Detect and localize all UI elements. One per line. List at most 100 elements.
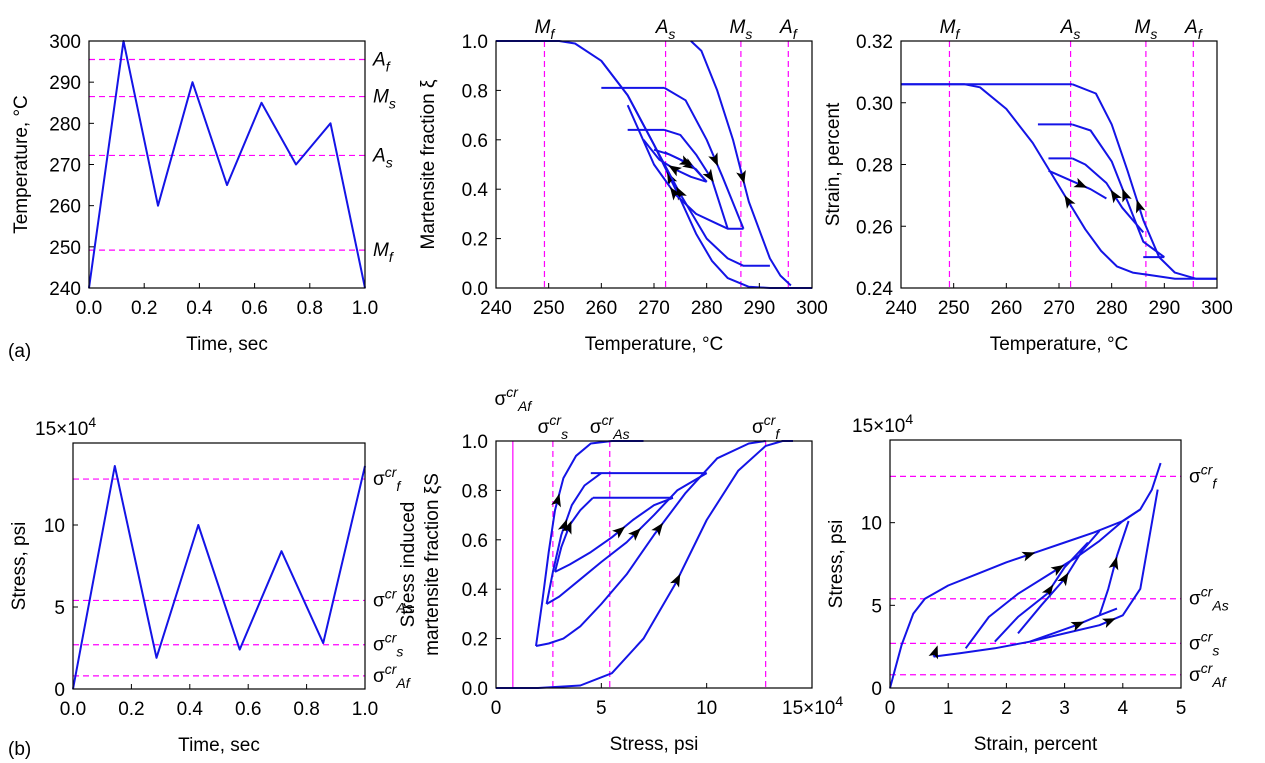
reference-line-label: σcrf [1189,461,1218,491]
x-tick-label: 0 [491,698,502,719]
reference-line-label: σcrf [752,412,781,442]
x-tick-label: 0.2 [118,699,144,720]
direction-arrow [1070,621,1085,632]
y-tick-label: 280 [49,114,81,135]
reference-line-label: σcrAf [1189,660,1228,690]
y-tick-label: 0 [54,680,65,701]
x-axis-label: Strain, percent [974,734,1098,755]
chart-a3: Mf As Ms Af 240 250 260 270 280 290 300 0.24 0.26 0.2… [823,17,1233,355]
reference-line-label: Af [1184,17,1204,42]
panel-label-a: (a) [8,341,31,362]
series-line [664,128,729,230]
y-tick-label: 240 [49,279,81,300]
x-tick-label: 290 [1148,298,1180,319]
direction-arrow [1057,572,1069,587]
y-tick-label: 0 [871,679,882,700]
reference-line-label: σcrAf [495,384,534,414]
y-tick-label: 5 [54,598,65,619]
x-tick-label: 300 [796,298,828,319]
series-line [546,472,708,605]
x-tick-label: 4 [1118,698,1129,719]
x-axis-label: Temperature, °C [585,334,724,355]
y-tick-label: 0.8 [462,481,488,502]
y-tick-label: 0.6 [462,131,488,152]
y-axis-label: Martensite fraction ξ [418,79,439,250]
y-tick-label: 0.30 [856,94,893,115]
series-line [663,87,745,230]
x-tick-label: 0 [885,698,896,719]
direction-arrow [651,522,664,537]
direction-arrow [1122,188,1132,203]
direction-arrow [1073,177,1088,188]
x-tick-label: 1.0 [352,699,378,720]
series-line [554,496,674,573]
x-tick-label: 0.4 [186,298,213,319]
axis-multiplier: 15×104 [782,693,843,719]
reference-line-label: Mf [373,240,395,265]
x-tick-label: 5 [1176,698,1187,719]
x-tick-label: 240 [885,298,917,319]
x-tick-label: 5 [596,698,607,719]
y-tick-label: 0.8 [462,81,488,102]
x-tick-label: 260 [990,298,1022,319]
x-tick-label: 0.8 [297,298,323,319]
x-tick-label: 280 [1096,298,1128,319]
direction-arrow [628,528,641,541]
series-line [535,440,766,647]
reference-line-label: Ms [1134,17,1157,42]
series-line [600,60,770,267]
x-tick-label: 1.0 [352,298,378,319]
y-tick-label: 1.0 [462,432,488,453]
x-axis-label: Stress, psi [610,734,699,755]
reference-line-label: Af [372,50,392,75]
reference-line-label: σcrAs [373,585,413,615]
reference-line-label: Ms [729,17,752,42]
y-tick-label: 0.24 [856,279,893,300]
reference-line-label: σcrs [538,412,568,442]
x-tick-label: 240 [480,298,512,319]
x-tick-label: 300 [1201,298,1233,319]
plot-frame [495,440,813,689]
chart-a1: Af Ms As Mf 0.0 0.2 0.4 0.6 0.8 1.0 240 250 260 270 28… [11,32,396,355]
y-tick-label: 0.28 [856,156,893,177]
reference-line-label: As [1060,17,1081,42]
y-axis-label: Stress, psi [9,522,30,611]
direction-arrow [678,155,693,166]
x-tick-label: 250 [938,298,970,319]
x-tick-label: 0.6 [235,699,261,720]
y-axis-label: Stress induced [398,502,419,628]
y-axis-label: martensite fraction ξS [422,473,443,656]
reference-line-label: Mf [940,17,962,42]
direction-arrow [670,573,681,588]
plot-frame [72,442,366,690]
y-tick-label: 0.26 [856,217,893,238]
reference-line-label: As [655,17,676,42]
x-tick-label: 0.2 [131,298,157,319]
y-tick-label: 0.2 [462,230,488,251]
x-axis-label: Time, sec [186,334,268,355]
series-line [1098,520,1130,616]
reference-line-label: Ms [373,87,396,112]
series-line [1071,123,1165,258]
direction-arrow [669,186,682,201]
direction-arrow [562,520,572,535]
axis-multiplier: 15×104 [35,414,96,440]
x-tick-label: 2 [1001,698,1012,719]
direction-arrow [612,526,626,539]
x-tick-label: 290 [743,298,775,319]
series-line [994,541,1089,643]
x-tick-label: 270 [1043,298,1075,319]
reference-line-label: Mf [535,17,557,42]
x-axis-label: Time, sec [178,735,260,756]
reference-line-label: σcrs [1189,628,1219,658]
y-axis-label: Temperature, °C [11,95,32,234]
series-line [1029,607,1118,643]
direction-arrow [736,170,746,184]
series-line [1071,83,1217,280]
series-line [933,489,1159,658]
direction-arrow [1110,189,1122,204]
